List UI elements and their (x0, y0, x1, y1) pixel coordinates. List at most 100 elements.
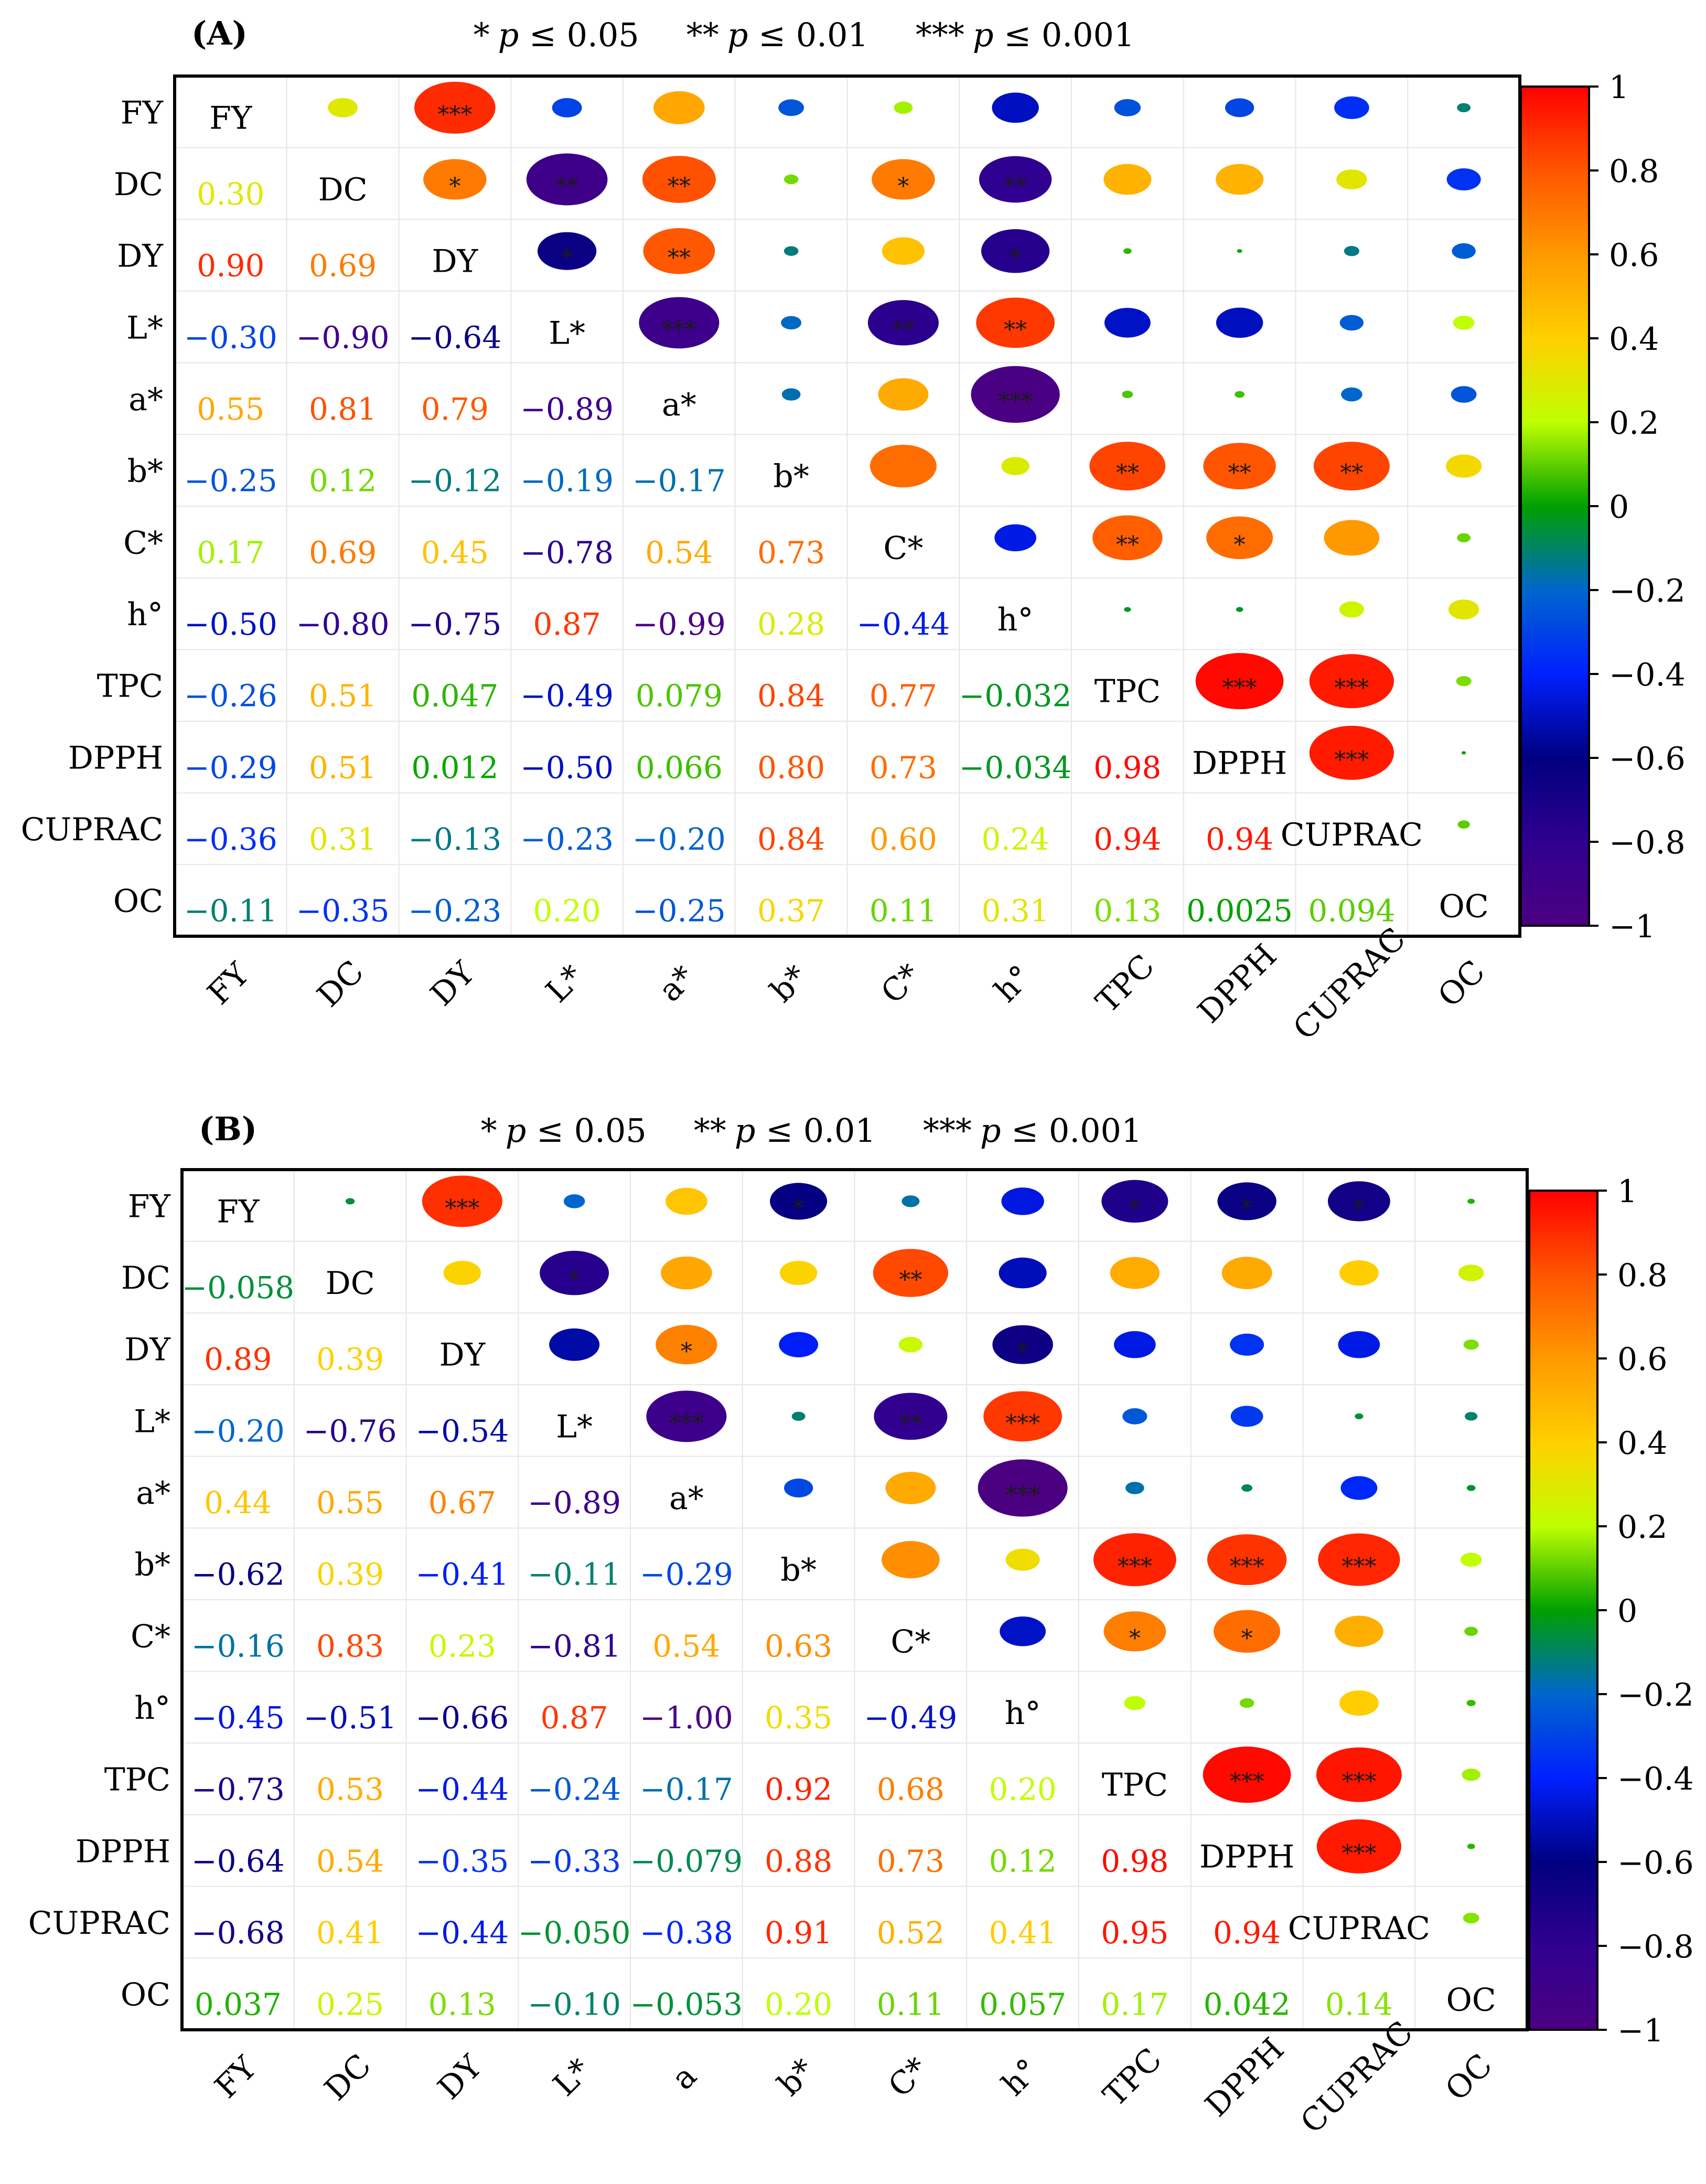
correlation-value: 0.11 (870, 893, 937, 929)
correlation-ellipse (1124, 607, 1131, 612)
diagonal-label: h° (997, 602, 1034, 638)
correlation-value: 0.52 (877, 1915, 945, 1951)
correlation-ellipse (1225, 98, 1254, 117)
correlation-ellipse (867, 300, 939, 346)
correlation-value: −0.78 (520, 534, 614, 570)
correlation-value: −0.24 (528, 1772, 621, 1807)
legend-threshold: ≤ 0.05 (526, 1111, 646, 1150)
correlation-ellipse (971, 366, 1060, 423)
correlation-value: 0.98 (1093, 750, 1161, 785)
row-label: h° (134, 1690, 170, 1727)
correlation-ellipse (1104, 308, 1151, 338)
correlation-value: 0.44 (204, 1485, 272, 1521)
plot-frame (180, 1168, 1529, 2031)
correlation-ellipse (1216, 307, 1263, 338)
significance-stars: *** (1005, 1482, 1040, 1508)
correlation-ellipse (423, 159, 487, 200)
correlation-value: −0.050 (518, 1915, 631, 1951)
correlation-value: −0.23 (520, 821, 614, 857)
correlation-value: 0.83 (316, 1628, 384, 1664)
correlation-ellipse (870, 444, 937, 488)
correlation-value: 0.90 (197, 248, 264, 284)
correlation-ellipse (1217, 1182, 1276, 1221)
correlation-panel-b: (B) * p ≤ 0.05 ** p ≤ 0.01 *** p ≤ 0.001FYDCDY… (28, 1110, 1694, 2141)
legend-p-symbol: p (727, 16, 748, 54)
correlation-ellipse (1334, 1615, 1383, 1647)
colorbar-tick-label: −0.4 (1609, 657, 1686, 693)
row-label: L* (126, 309, 163, 346)
correlation-value: −0.16 (191, 1628, 285, 1664)
legend-stars: * (474, 16, 490, 54)
correlation-value: 0.94 (1213, 1915, 1281, 1951)
column-label: L* (539, 958, 591, 1010)
significance-stars: * (568, 1267, 580, 1293)
correlation-ellipse (1309, 654, 1394, 709)
column-label: TPC (1089, 947, 1162, 1020)
correlation-value: 0.28 (757, 606, 825, 642)
correlation-ellipse (1316, 1819, 1401, 1873)
row-label: CUPRAC (21, 811, 163, 848)
column-label: DPPH (1198, 2031, 1292, 2124)
correlation-ellipse (1318, 1533, 1400, 1586)
correlation-value: 0.20 (533, 893, 601, 929)
correlation-ellipse (1114, 99, 1141, 116)
correlation-ellipse (882, 237, 925, 265)
correlation-ellipse (552, 98, 582, 117)
row-label: C* (131, 1618, 170, 1655)
colorbar-tick-label: −1 (1617, 2012, 1664, 2049)
correlation-ellipse (1230, 1333, 1264, 1356)
significance-stars: * (1017, 1339, 1028, 1365)
correlation-value: −0.89 (528, 1485, 621, 1521)
diagonal-label: TPC (1095, 673, 1161, 710)
correlation-ellipse (1460, 1553, 1482, 1567)
row-label: DC (114, 166, 163, 203)
correlation-ellipse (1344, 245, 1359, 256)
colorbar-tick-label: 0.4 (1617, 1425, 1667, 1462)
legend-stars: * (481, 1111, 497, 1150)
correlation-value: −0.73 (191, 1772, 285, 1807)
correlation-ellipse (639, 297, 720, 349)
correlation-value: 0.73 (757, 534, 825, 570)
row-label: C* (123, 524, 163, 561)
significance-stars: *** (662, 316, 696, 343)
correlation-value: −0.49 (864, 1700, 958, 1736)
correlation-value: 0.31 (982, 893, 1049, 929)
correlation-ellipse (1001, 457, 1029, 476)
colorbar-tick-label: −0.4 (1617, 1761, 1694, 1797)
correlation-ellipse (549, 1328, 600, 1361)
significance-legend: * p ≤ 0.05 ** p ≤ 0.01 *** p ≤ 0.001 (474, 16, 1135, 54)
correlation-ellipse (1309, 725, 1394, 780)
significance-stars: * (1234, 531, 1246, 558)
correlation-ellipse (537, 232, 597, 270)
row-label: b* (127, 453, 163, 490)
significance-stars: ** (555, 173, 578, 200)
panel-label: (A) (191, 14, 248, 52)
significance-stars: *** (445, 1195, 479, 1222)
correlation-value: 0.042 (1204, 1987, 1291, 2022)
legend-stars: ** (686, 16, 719, 54)
correlation-ellipse (1448, 599, 1479, 620)
correlation-ellipse (1339, 1260, 1379, 1286)
significance-stars: * (1241, 1195, 1253, 1222)
correlation-value: −0.66 (416, 1700, 509, 1736)
correlation-ellipse (1453, 316, 1475, 330)
significance-stars: *** (1230, 1554, 1264, 1580)
significance-stars: * (1241, 1625, 1253, 1652)
diagonal-label: L* (549, 315, 585, 351)
correlation-ellipse (1103, 164, 1152, 195)
correlation-ellipse (1457, 103, 1471, 113)
correlation-value: −0.29 (640, 1557, 733, 1592)
diagonal-label: FY (217, 1193, 260, 1230)
correlation-ellipse (1241, 1484, 1253, 1492)
correlation-ellipse (1239, 1698, 1254, 1708)
correlation-ellipse (1463, 1339, 1479, 1350)
correlation-panel-a: (A) * p ≤ 0.05 ** p ≤ 0.01 *** p ≤ 0.001FYDCDY… (21, 14, 1686, 1047)
correlation-value: −0.36 (184, 821, 277, 857)
colorbar-tick-label: 0 (1609, 489, 1629, 526)
diagonal-label: a* (662, 387, 696, 423)
correlation-ellipse (1203, 443, 1276, 490)
correlation-value: 0.88 (765, 1843, 832, 1879)
correlation-value: −0.11 (184, 893, 277, 929)
correlation-value: 0.45 (421, 534, 489, 570)
correlation-ellipse (1124, 1696, 1146, 1710)
